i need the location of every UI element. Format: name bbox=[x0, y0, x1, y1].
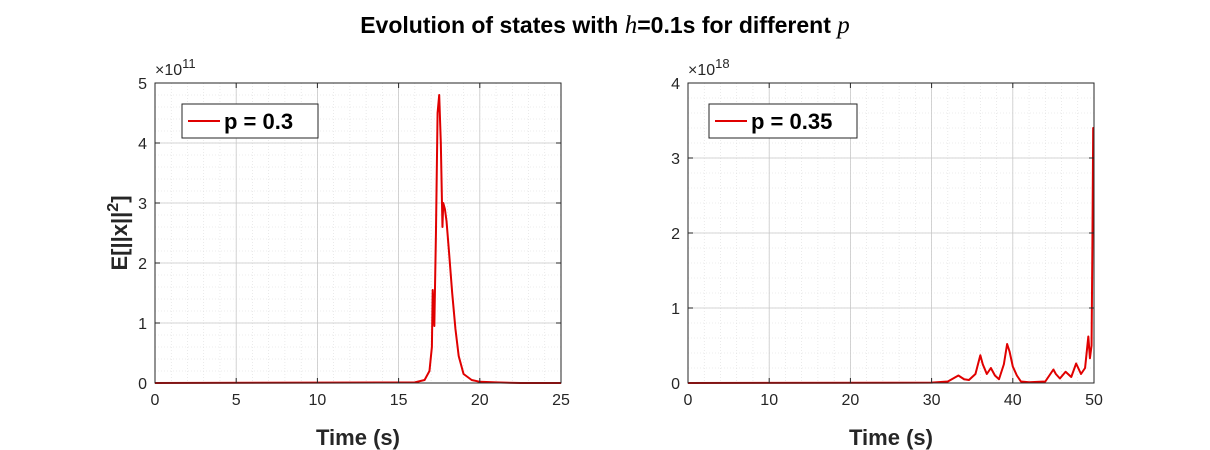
y-tick-label: 2 bbox=[138, 256, 147, 273]
title-prefix: Evolution of states with bbox=[360, 12, 625, 38]
y-tick-label: 1 bbox=[671, 301, 680, 318]
x-tick-label: 0 bbox=[151, 392, 160, 409]
y-tick-label: 2 bbox=[671, 226, 680, 243]
y-tick-label: 0 bbox=[138, 376, 147, 393]
x-tick-label: 40 bbox=[1004, 392, 1022, 409]
legend-label: p = 0.35 bbox=[751, 109, 832, 134]
y-exponent-label: ×1018 bbox=[688, 56, 730, 79]
axes-box bbox=[154, 82, 562, 384]
legend: p = 0.3 bbox=[181, 103, 319, 139]
title-middle: =0.1s for different bbox=[637, 12, 838, 38]
y-tick-label: 4 bbox=[671, 76, 680, 93]
y-exponent-label: ×1011 bbox=[155, 56, 196, 79]
x-tick-label: 20 bbox=[842, 392, 860, 409]
x-tick-label: 50 bbox=[1085, 392, 1103, 409]
x-tick-label: 15 bbox=[390, 392, 408, 409]
y-tick-label: 4 bbox=[138, 136, 147, 153]
chart-panel-1: 0 5 10 15 20 25 0 1 2 3 4 5 ×1011 Time (s) E[||x||2] p … bbox=[105, 56, 570, 450]
x-axis-label: Time (s) bbox=[849, 425, 933, 450]
title-h-symbol: h bbox=[624, 12, 638, 39]
x-tick-label: 20 bbox=[471, 392, 489, 409]
y-tick-label: 3 bbox=[138, 196, 147, 213]
series-line-1 bbox=[154, 94, 561, 384]
legend-label: p = 0.3 bbox=[224, 109, 293, 134]
x-tick-label: 5 bbox=[232, 392, 241, 409]
figure-title: Evolution of states with h=0.1s for diff… bbox=[0, 12, 1210, 40]
x-tick-label: 0 bbox=[684, 392, 693, 409]
x-tick-label: 25 bbox=[552, 392, 570, 409]
x-axis-label: Time (s) bbox=[316, 425, 400, 450]
x-tick-label: 30 bbox=[923, 392, 941, 409]
title-p-symbol: p bbox=[837, 12, 850, 39]
y-axis-label: E[||x||2] bbox=[105, 195, 132, 270]
chart-panel-2: 0 10 20 30 40 50 0 1 2 3 4 ×1018 Time (s) p = 0.35 bbox=[671, 56, 1103, 450]
series-line-1 bbox=[687, 127, 1095, 384]
y-tick-label: 0 bbox=[671, 376, 680, 393]
y-tick-label: 5 bbox=[138, 76, 147, 93]
legend: p = 0.35 bbox=[708, 103, 858, 139]
y-tick-label: 3 bbox=[671, 151, 680, 168]
x-tick-label: 10 bbox=[760, 392, 778, 409]
x-tick-label: 10 bbox=[309, 392, 327, 409]
y-tick-label: 1 bbox=[138, 316, 147, 333]
